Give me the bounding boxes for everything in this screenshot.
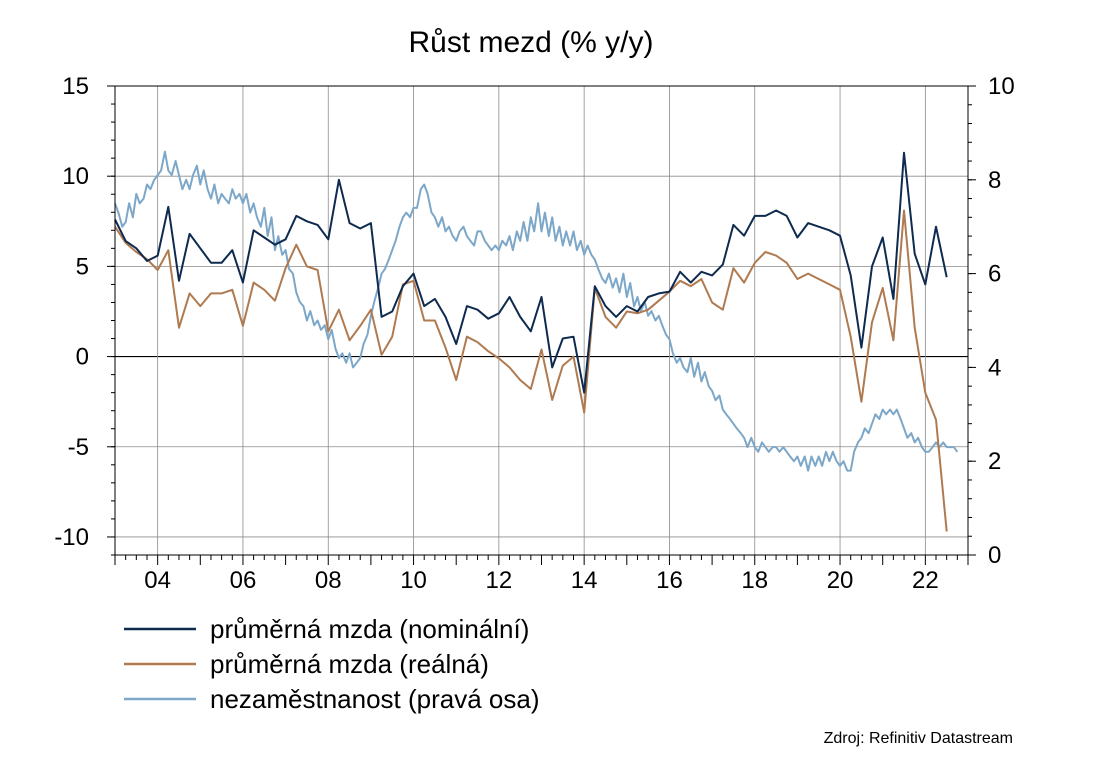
y-left-tick-label: 0 [76,344,89,371]
legend-label-nominal: průměrná mzda (nominální) [210,614,529,644]
legend: průměrná mzda (nominální) průměrná mzda … [124,614,540,714]
x-tick-label: 12 [485,567,512,594]
y-right-tick-label: 4 [988,354,1001,381]
legend-label-real: průměrná mzda (reálná) [210,649,489,679]
legend-label-unemployment: nezaměstnanost (pravá osa) [210,684,540,714]
tick-labels: 04 06 08 10 12 14 16 18 20 22 -10 -5 0 5 10 15 0 2 4 6 8 10 [54,73,1014,594]
series-line-unemployment [114,150,959,472]
x-tick-label: 16 [656,567,683,594]
x-tick-label: 18 [741,567,768,594]
y-right-tick-label: 2 [988,448,1001,475]
x-tick-label: 14 [571,567,598,594]
y-right-tick-label: 0 [988,542,1001,569]
source-note: Zdroj: Refinitiv Datastream [824,730,1013,747]
grid-lines [115,85,968,555]
y-left-tick-label: -10 [54,524,89,551]
y-right-tick-label: 8 [988,167,1001,194]
x-tick-label: 08 [315,567,342,594]
y-left-tick-label: 5 [76,253,89,280]
y-left-tick-label: -5 [68,434,89,461]
x-tick-label: 04 [144,567,171,594]
series-line-nominal [114,151,948,394]
series-line-real [114,209,948,532]
series-layer [114,150,959,532]
x-tick-label: 22 [912,567,939,594]
y-right-tick-label: 10 [988,73,1015,100]
y-left-tick-label: 15 [62,73,89,100]
chart-title: Růst mezd (% y/y) [408,26,653,59]
x-tick-label: 10 [400,567,427,594]
y-left-tick-label: 10 [62,163,89,190]
y-right-tick-label: 6 [988,261,1001,288]
x-tick-label: 20 [827,567,854,594]
x-tick-label: 06 [230,567,257,594]
axes [107,85,976,565]
